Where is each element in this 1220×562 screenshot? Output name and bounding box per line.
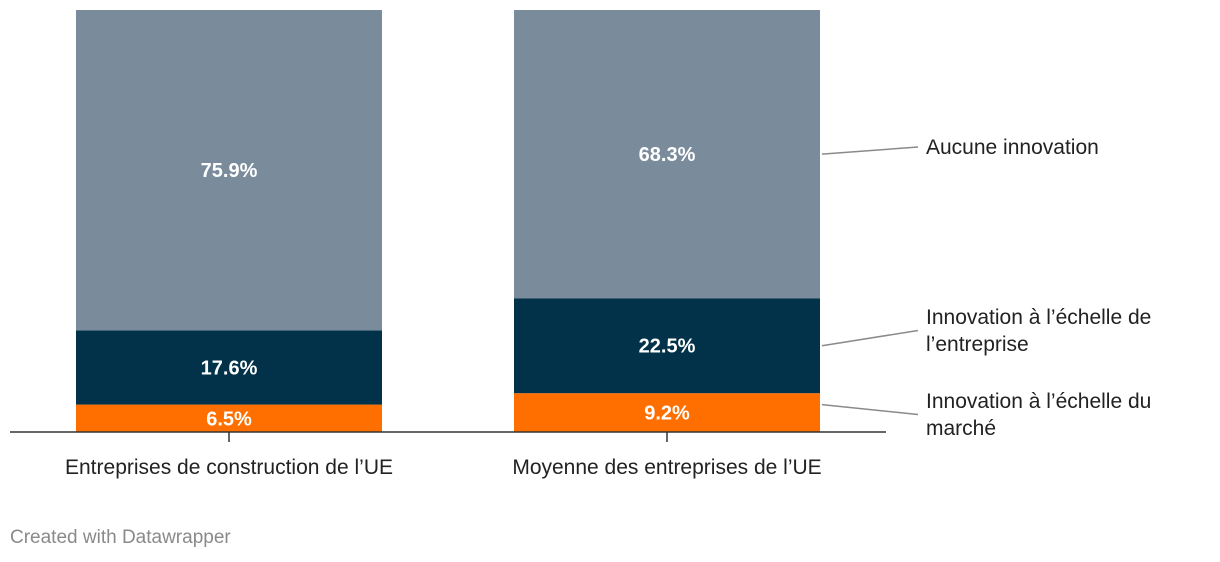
category-label: Moyenne des entreprises de l’UE (512, 456, 821, 479)
segment-value-label: 75.9% (201, 160, 258, 182)
legend-label: marché (926, 417, 996, 440)
legend-leader-line (821, 146, 919, 155)
bar-segment (514, 10, 820, 299)
segment-value-label: 6.5% (206, 408, 252, 430)
bars-layer (76, 10, 820, 432)
bar-segment (76, 330, 382, 405)
bar-segment (76, 10, 382, 331)
segment-value-label: 9.2% (644, 403, 690, 425)
legend-leader-line (821, 329, 919, 347)
bar-segment (514, 298, 820, 394)
legend-label: Innovation à l’échelle du (926, 390, 1151, 413)
segment-value-label: 22.5% (639, 336, 696, 358)
bar-segment (76, 404, 382, 432)
legend-layer: Innovation à l’échelle du marché Innovatio… (821, 136, 1151, 440)
segment-value-label: 68.3% (639, 144, 696, 166)
segment-labels-layer: 6.5% 17.6% 75.9% 9.2% 22.5% 68.3% (201, 144, 696, 430)
legend-label: l’entreprise (926, 333, 1029, 356)
segment-value-label: 17.6% (201, 357, 258, 379)
legend-leader-line (821, 403, 919, 416)
category-label: Entreprises de construction de l’UE (65, 456, 393, 479)
legend-label: Aucune innovation (926, 136, 1099, 159)
legend-label: Innovation à l’échelle de (926, 306, 1151, 329)
datawrapper-credit: Created with Datawrapper (10, 527, 231, 548)
x-axis: Entreprises de construction de l’UE Moyen… (10, 431, 886, 479)
bar-segment (514, 393, 820, 432)
